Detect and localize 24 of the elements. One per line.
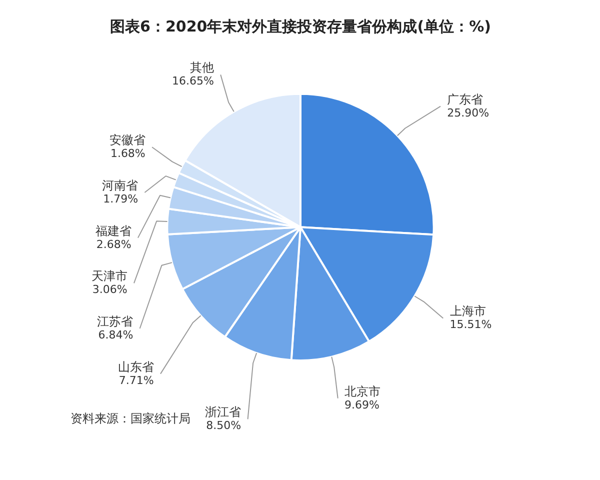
text: 资料来源：国家统计局 bbox=[70, 412, 190, 426]
slice-label: 福建省 bbox=[95, 224, 132, 238]
data-label: 1.79% bbox=[103, 192, 138, 206]
slice-label: 安徽省 bbox=[109, 133, 146, 148]
data-label: 15.51% bbox=[450, 318, 492, 332]
slice-label: 山东省 bbox=[118, 360, 154, 374]
chart-title: 图表6：2020年末对外直接投资存量省份构成(单位：%) bbox=[110, 18, 491, 36]
data-label: 2.68% bbox=[96, 238, 132, 251]
slice-label: 江苏省 bbox=[97, 314, 134, 328]
data-label: 6.84% bbox=[98, 328, 134, 342]
data-label: 3.06% bbox=[92, 283, 128, 296]
slice-label: 天津市 bbox=[91, 269, 128, 284]
data-label: 25.90% bbox=[447, 106, 490, 120]
slice-label: 广东省 bbox=[447, 92, 484, 106]
slice-label: 上海市 bbox=[450, 304, 486, 318]
slice-label: 北京市 bbox=[344, 384, 381, 398]
data-label: 16.65% bbox=[172, 74, 214, 88]
data-label: 7.71% bbox=[118, 374, 154, 387]
data-label: 9.69% bbox=[344, 398, 380, 412]
slice-label: 浙江省 bbox=[205, 405, 242, 420]
slice-label: 河南省 bbox=[102, 178, 138, 192]
data-label: 8.50% bbox=[206, 419, 242, 432]
slice-label: 其他 bbox=[190, 60, 214, 75]
data-label: 1.68% bbox=[110, 147, 146, 160]
